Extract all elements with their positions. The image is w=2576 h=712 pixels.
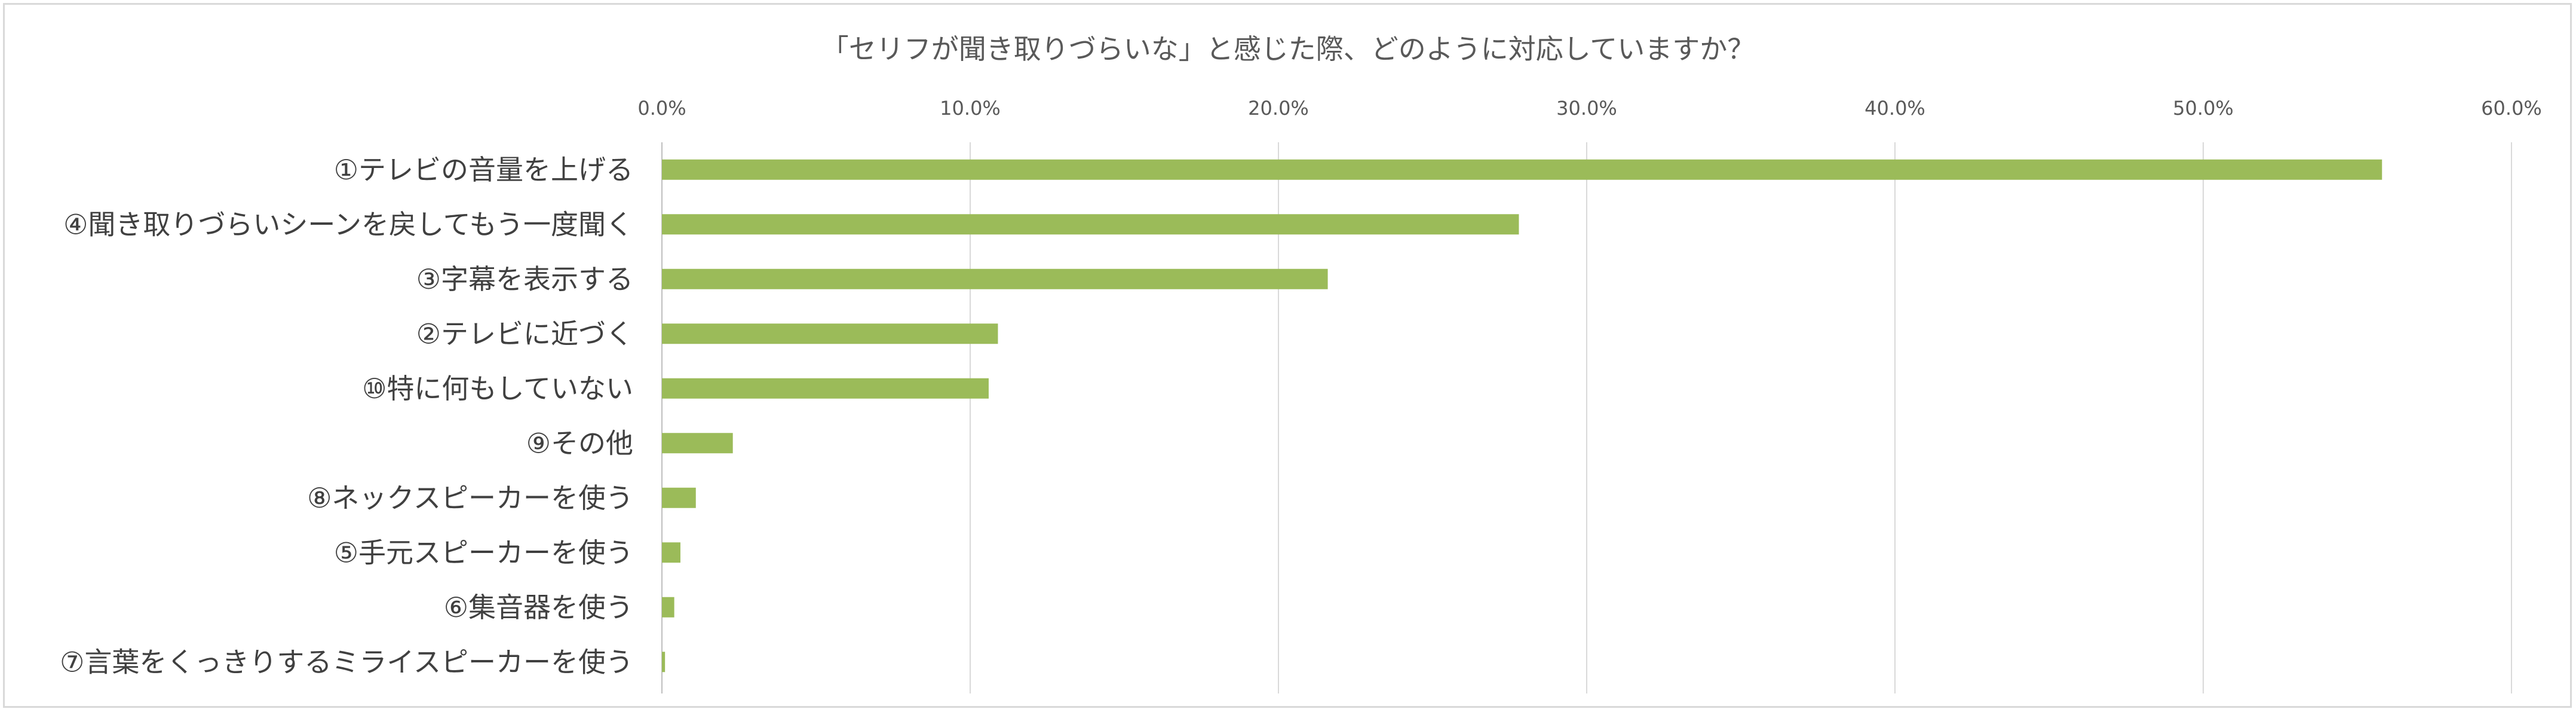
x-tick-label: 20.0% [1248, 97, 1309, 120]
bar [662, 159, 2382, 180]
category-label: ⑧ネックスピーカーを使う [307, 482, 633, 514]
bar [662, 652, 666, 673]
bar [662, 487, 696, 508]
x-tick-label: 30.0% [1556, 97, 1617, 120]
category-label: ④聞き取りづらいシーンを戻してもう一度聞く [63, 208, 633, 240]
bar [662, 597, 674, 618]
x-tick-label: 60.0% [2481, 97, 2542, 120]
bars [662, 159, 2382, 673]
category-label: ⑥集音器を使う [444, 591, 633, 624]
chart-frame [3, 3, 2572, 708]
x-axis-ticks: 0.0% 10.0% 20.0% 30.0% 40.0% 50.0% 60.0% [637, 97, 2541, 120]
category-label: ⑦言葉をくっきりするミライスピーカーを使う [60, 646, 633, 678]
category-label: ①テレビの音量を上げる [334, 154, 633, 186]
x-tick-label: 50.0% [2173, 97, 2234, 120]
bar [662, 268, 1328, 289]
x-tick-label: 40.0% [1864, 97, 1925, 120]
category-label: ⑩特に何もしていない [362, 372, 633, 405]
category-label: ②テレビに近づく [416, 317, 633, 350]
bar [662, 542, 680, 563]
bar [662, 378, 989, 399]
category-label: ⑤手元スピーカーを使う [334, 536, 633, 569]
bar [662, 214, 1519, 235]
x-tick-label: 0.0% [637, 97, 686, 120]
bar [662, 433, 733, 454]
bar [662, 323, 998, 344]
category-label: ③字幕を表示する [416, 263, 633, 295]
category-label: ⑨その他 [526, 427, 633, 459]
x-tick-label: 10.0% [940, 97, 1001, 120]
chart-title: 「セリフが聞き取りづらいな」と感じた際、どのように対応していますか？ [821, 33, 1755, 65]
category-labels: ①テレビの音量を上げる ④聞き取りづらいシーンを戻してもう一度聞く ③字幕を表示する… [60, 154, 633, 679]
